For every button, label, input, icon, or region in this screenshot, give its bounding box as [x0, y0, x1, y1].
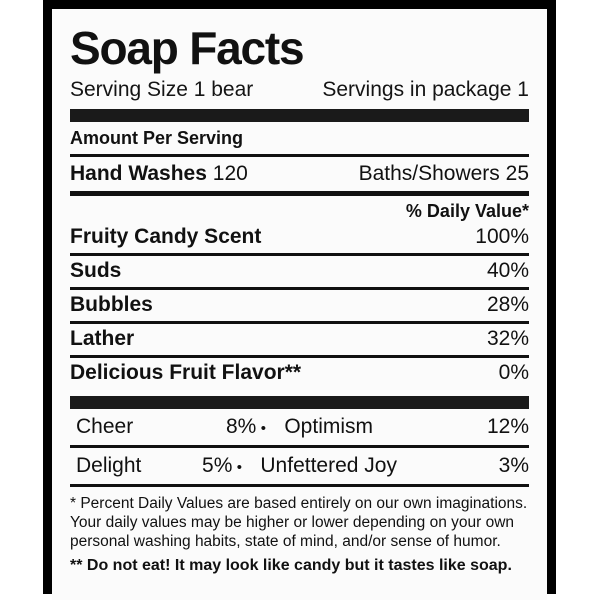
divider-below-usage-row [70, 191, 529, 196]
nutrient-row-4: Delicious Fruit Flavor** 0% [70, 358, 529, 389]
divider-nutrient-2 [70, 321, 529, 324]
nutrient-percent: 100% [475, 225, 529, 248]
pair-row-0: Cheer 8% • Optimism 12% [70, 409, 529, 445]
usage-left-group: Hand Washes 120 [70, 162, 248, 186]
pair-value-1: 8% [225, 415, 257, 438]
nutrition-label-frame: Soap Facts Serving Size 1 bear Servings … [43, 0, 556, 600]
nutrient-name: Lather [70, 327, 135, 350]
footnote-star-line-2: Your daily values may be higher or lower… [70, 514, 515, 532]
nutrient-name: Fruity Candy Scent [70, 225, 262, 248]
divider-pair-0 [70, 445, 529, 448]
serving-size-text: Serving Size 1 bear [70, 78, 254, 101]
servings-per-package-text: Servings in package 1 [322, 78, 529, 101]
bullet-dot-icon: • [236, 459, 243, 476]
nutrient-percent: 28% [486, 293, 529, 316]
footnote-star-line-1: * Percent Daily Values are based entirel… [70, 495, 528, 512]
daily-value-header: % Daily Value* [405, 201, 529, 221]
nutrient-name: Suds [70, 259, 122, 282]
bullet-dot-icon: • [260, 420, 266, 437]
divider-nutrient-3 [70, 355, 529, 358]
nutrient-row-2: Bubbles 28% [70, 290, 529, 321]
divider-nutrient-0 [70, 253, 529, 256]
nutrient-percent: 40% [486, 259, 529, 282]
usage-row: Hand Washes 120 Baths/Showers 25 [70, 157, 529, 191]
divider-nutrient-1 [70, 287, 529, 290]
footnote-star-line-3: personal washing habits, state of mind, … [70, 533, 501, 551]
nutrient-percent: 0% [498, 361, 529, 384]
page-title: Soap Facts [70, 22, 305, 74]
nutrient-row-3: Lather 32% [70, 324, 529, 355]
nutrient-percent: 32% [486, 327, 529, 350]
pair-value-1: 5% [202, 454, 233, 477]
pair-value-2: 12% [486, 415, 529, 438]
divider-below-amount-per-serving [70, 154, 529, 157]
baths-showers-text: Baths/Showers 25 [358, 162, 529, 185]
divider-pair-1 [70, 484, 529, 487]
nutrient-row-0: Fruity Candy Scent 100% [70, 222, 529, 253]
nutrient-name: Bubbles [70, 293, 153, 316]
hand-washes-label: Hand Washes [70, 162, 207, 185]
thick-divider-bottom [70, 396, 529, 409]
amount-per-serving-label: Amount Per Serving [70, 128, 244, 148]
pair-name-1: Delight [76, 454, 142, 477]
nutrient-row-1: Suds 40% [70, 256, 529, 287]
pair-value-2: 3% [498, 454, 529, 477]
footnote-double-star: ** Do not eat! It may look like candy bu… [70, 557, 512, 575]
label-inner-content: Soap Facts Serving Size 1 bear Servings … [52, 25, 547, 600]
pair-name-1: Cheer [76, 415, 134, 438]
pair-name-2: Optimism [284, 415, 374, 438]
pair-name-2: Unfettered Joy [260, 454, 397, 477]
thick-divider-top [70, 109, 529, 122]
hand-washes-value: 120 [212, 162, 248, 185]
serving-info-row: Serving Size 1 bear Servings in package … [70, 78, 529, 102]
footnotes-section: * Percent Daily Values are based entirel… [70, 487, 529, 575]
pair-row-1: Delight 5% • Unfettered Joy 3% [70, 448, 529, 484]
nutrient-name: Delicious Fruit Flavor** [70, 361, 302, 384]
